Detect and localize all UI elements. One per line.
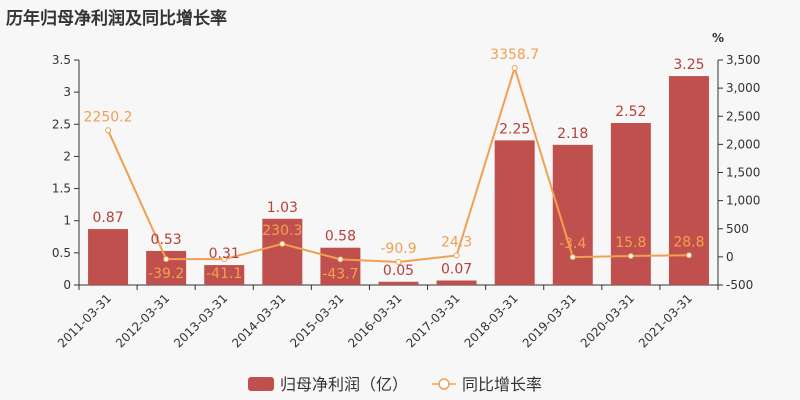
y-right-tick-label: 2,500 bbox=[726, 109, 760, 123]
y-right-tick-label: 2,000 bbox=[726, 137, 760, 151]
bar bbox=[436, 280, 477, 285]
y-right-tick-label: 500 bbox=[726, 222, 749, 236]
bar bbox=[320, 247, 361, 285]
growth-point bbox=[279, 240, 286, 247]
y-left-tick-label: 3.5 bbox=[52, 53, 71, 67]
bar-data-label: 0.58 bbox=[325, 229, 356, 245]
bar-data-label: 3.25 bbox=[673, 57, 704, 73]
bar bbox=[88, 229, 129, 285]
x-tick-label: 2011-03-31 bbox=[55, 291, 114, 350]
legend-line-label: 同比增长率 bbox=[462, 375, 542, 394]
y-right-tick-label: 3,500 bbox=[726, 53, 760, 67]
y-right-tick-label: 0 bbox=[726, 250, 734, 264]
x-tick-label: 2013-03-31 bbox=[171, 291, 230, 350]
bar-data-label: 2.52 bbox=[615, 104, 646, 120]
bar bbox=[494, 140, 535, 285]
x-tick-label: 2019-03-31 bbox=[520, 291, 579, 350]
x-tick-label: 2018-03-31 bbox=[462, 291, 521, 350]
bar-data-label: 0.07 bbox=[441, 262, 472, 278]
line-data-label: 28.8 bbox=[673, 234, 704, 250]
growth-point bbox=[511, 64, 518, 71]
growth-point bbox=[105, 127, 112, 134]
line-data-label: 2250.2 bbox=[84, 109, 133, 125]
line-data-label: -41.1 bbox=[206, 266, 242, 282]
legend-bar-swatch bbox=[248, 377, 274, 391]
x-tick-label: 2017-03-31 bbox=[403, 291, 462, 350]
legend-line-marker bbox=[438, 378, 450, 390]
line-data-label: 230.3 bbox=[262, 223, 302, 239]
line-data-label: -43.7 bbox=[322, 266, 358, 282]
bar-data-label: 0.53 bbox=[151, 232, 182, 248]
bar-data-label: 1.03 bbox=[267, 200, 298, 216]
x-tick-label: 2016-03-31 bbox=[345, 291, 404, 350]
y-right-tick-label: 3,000 bbox=[726, 81, 760, 95]
y-right-tick-label: 1,500 bbox=[726, 166, 760, 180]
bar bbox=[552, 144, 593, 285]
line-data-label: 3358.7 bbox=[490, 47, 539, 63]
bar-data-label: 0.87 bbox=[92, 210, 123, 226]
line-data-label: -90.9 bbox=[380, 241, 416, 257]
legend-bar-label: 归母净利润（亿） bbox=[280, 375, 408, 394]
growth-point bbox=[627, 252, 634, 259]
line-data-label: 15.8 bbox=[615, 235, 646, 251]
growth-point bbox=[163, 256, 170, 263]
growth-point bbox=[221, 256, 228, 263]
line-data-label: -3.4 bbox=[559, 236, 586, 252]
x-tick-label: 2015-03-31 bbox=[287, 291, 346, 350]
y-right-tick-label: -500 bbox=[726, 278, 753, 292]
bar bbox=[262, 218, 303, 285]
y-left-tick-label: 0 bbox=[63, 278, 71, 292]
line-data-label: -39.2 bbox=[148, 266, 184, 282]
growth-point bbox=[395, 258, 402, 265]
chart-title: 历年归母净利润及同比增长率 bbox=[6, 9, 227, 29]
growth-line bbox=[107, 64, 689, 263]
x-tick-label: 2014-03-31 bbox=[229, 291, 288, 350]
x-tick-label: 2020-03-31 bbox=[578, 291, 637, 350]
growth-point bbox=[453, 252, 460, 259]
growth-point bbox=[337, 256, 344, 263]
bar bbox=[378, 281, 419, 285]
y-left-tick-label: 2.5 bbox=[52, 117, 71, 131]
y-right-axis-label: % bbox=[712, 31, 724, 45]
bar bbox=[668, 76, 709, 285]
y-left-tick-label: 1 bbox=[63, 214, 71, 228]
y-left-tick-label: 0.5 bbox=[52, 246, 71, 260]
bar-data-label: 2.18 bbox=[557, 126, 588, 142]
growth-point bbox=[685, 252, 692, 259]
y-left-tick-label: 2 bbox=[63, 149, 71, 163]
y-left-tick-label: 1.5 bbox=[52, 182, 71, 196]
bar-data-label: 0.31 bbox=[209, 246, 240, 262]
bar bbox=[610, 123, 651, 285]
bar-data-label: 2.25 bbox=[499, 121, 530, 137]
growth-point bbox=[569, 254, 576, 261]
x-tick-label: 2021-03-31 bbox=[636, 291, 695, 350]
y-right-tick-label: 1,000 bbox=[726, 194, 760, 208]
line-data-label: 24.3 bbox=[441, 235, 472, 251]
y-left-tick-label: 3 bbox=[63, 85, 71, 99]
x-tick-label: 2012-03-31 bbox=[113, 291, 172, 350]
bar-data-label: 0.05 bbox=[383, 263, 414, 279]
bar bbox=[204, 265, 245, 285]
